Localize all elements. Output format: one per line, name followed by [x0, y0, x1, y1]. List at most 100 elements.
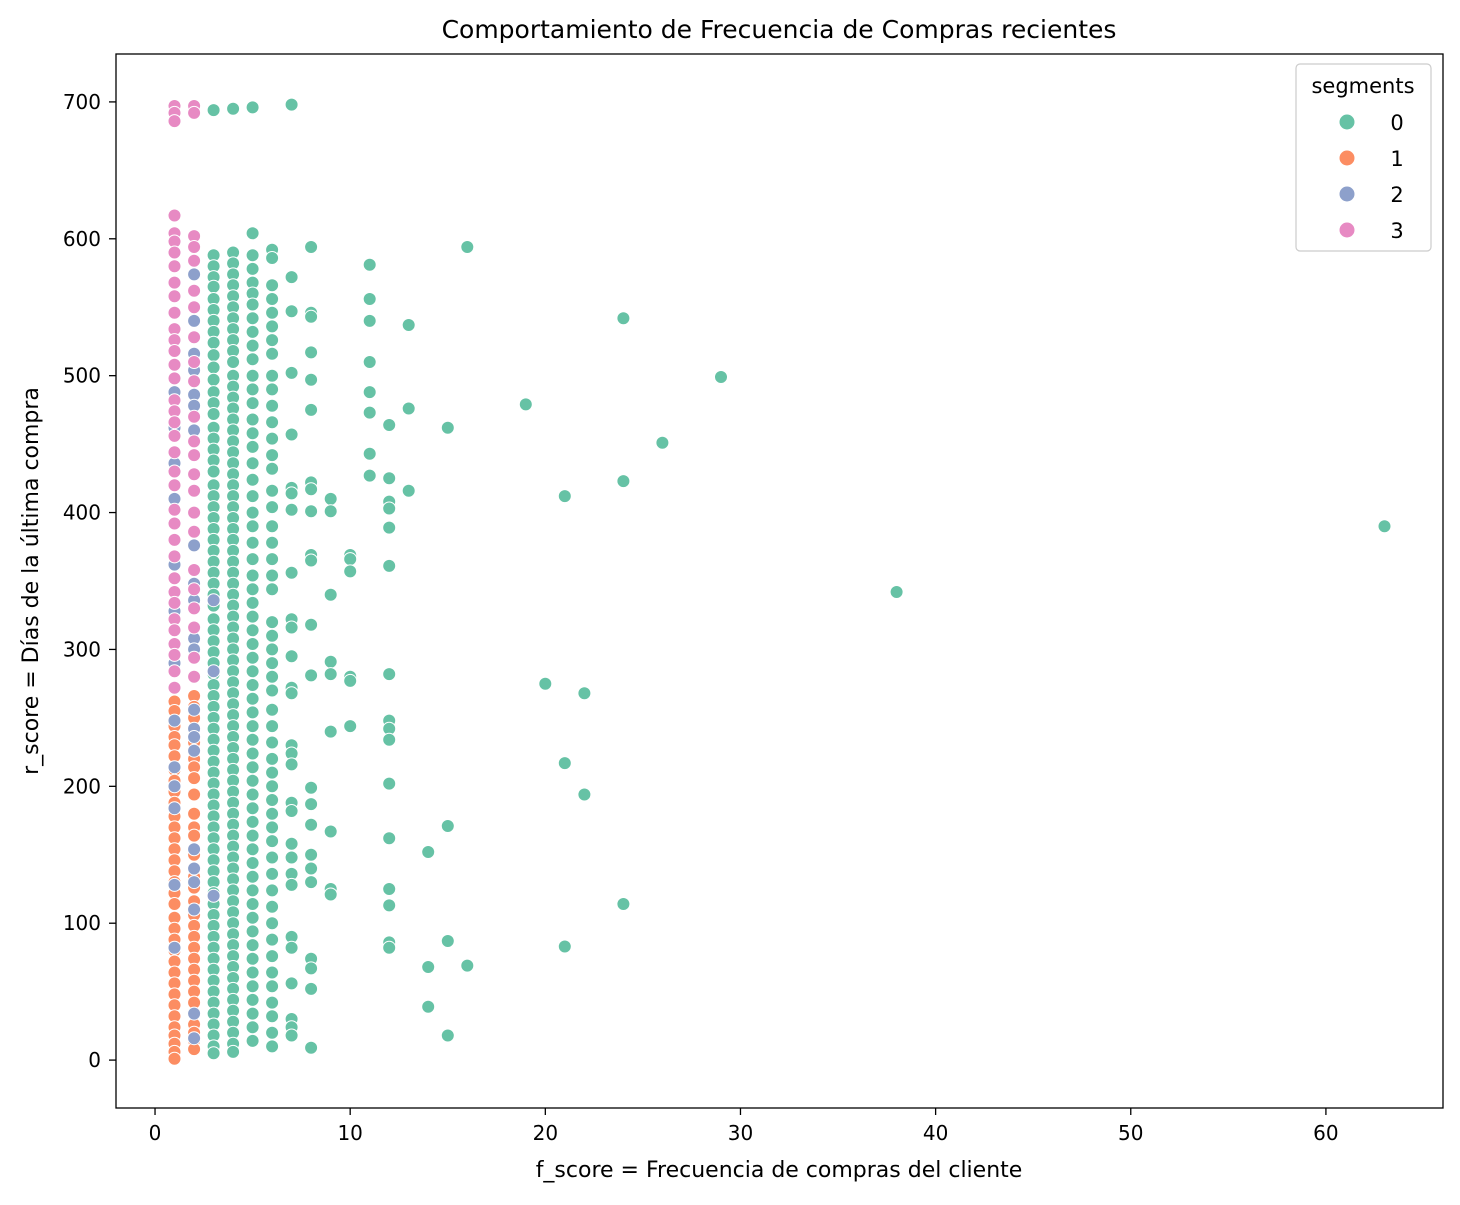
data-point	[245, 650, 260, 665]
data-point	[265, 582, 280, 597]
data-point	[304, 402, 319, 417]
data-point	[245, 787, 260, 802]
data-point	[187, 902, 202, 917]
data-point	[245, 719, 260, 734]
data-point	[245, 226, 260, 241]
data-point	[284, 757, 299, 772]
data-point	[382, 520, 397, 535]
legend-box	[1295, 63, 1432, 252]
data-point	[187, 524, 202, 539]
data-point	[382, 940, 397, 955]
data-point	[245, 801, 260, 816]
data-point	[421, 960, 436, 974]
data-point	[167, 478, 182, 493]
data-point	[245, 979, 260, 994]
data-point	[557, 939, 572, 954]
data-point	[401, 483, 416, 498]
data-point	[577, 787, 592, 802]
legend-title: segments	[1311, 74, 1414, 98]
y-tick-label: 100	[63, 911, 101, 935]
data-point	[343, 552, 358, 567]
data-point	[245, 595, 260, 610]
data-point	[265, 519, 280, 534]
data-point	[167, 516, 182, 531]
data-point	[304, 617, 319, 632]
data-point	[167, 779, 182, 794]
legend-marker	[1338, 185, 1356, 203]
data-point	[187, 448, 202, 463]
data-point	[187, 434, 202, 449]
data-point	[265, 305, 280, 320]
data-point	[187, 601, 202, 616]
data-point	[245, 842, 260, 857]
data-point	[284, 976, 299, 991]
data-point	[284, 270, 299, 285]
data-point	[421, 845, 436, 859]
data-point	[167, 532, 182, 547]
data-point	[440, 934, 455, 948]
data-point	[265, 483, 280, 498]
data-point	[167, 371, 182, 386]
data-point	[265, 834, 280, 849]
data-point	[187, 538, 202, 553]
data-point	[382, 776, 397, 791]
data-point	[206, 348, 221, 363]
data-point	[245, 248, 260, 263]
data-point	[245, 412, 260, 427]
data-point	[265, 656, 280, 671]
data-point	[382, 471, 397, 486]
data-point	[304, 780, 319, 795]
data-point	[284, 686, 299, 701]
data-point	[401, 318, 416, 332]
data-point	[245, 1006, 260, 1021]
data-point	[245, 924, 260, 939]
data-point	[206, 407, 221, 421]
data-point	[460, 240, 475, 254]
data-point	[187, 313, 202, 328]
y-tick-label: 0	[88, 1048, 101, 1072]
data-point	[362, 257, 377, 272]
data-point	[304, 847, 319, 862]
data-point	[245, 261, 260, 276]
data-point	[245, 456, 260, 471]
data-point	[245, 552, 260, 567]
data-point	[323, 491, 338, 506]
data-point	[167, 275, 182, 290]
data-point	[284, 804, 299, 818]
data-point	[284, 836, 299, 851]
data-point	[265, 500, 280, 515]
data-point	[167, 1051, 182, 1066]
data-point	[187, 253, 202, 268]
data-point	[245, 773, 260, 788]
data-point	[382, 558, 397, 573]
data-point	[284, 304, 299, 319]
data-point	[284, 877, 299, 892]
data-point	[265, 568, 280, 583]
data-point	[284, 620, 299, 635]
data-point	[362, 468, 377, 483]
data-point	[265, 793, 280, 807]
data-point	[167, 760, 182, 775]
data-point	[265, 448, 280, 463]
data-point	[284, 940, 299, 955]
data-point	[714, 370, 728, 384]
legend-marker	[1338, 149, 1356, 167]
data-point	[265, 883, 280, 898]
data-point	[245, 691, 260, 706]
data-point	[304, 861, 319, 876]
data-point	[304, 309, 319, 324]
data-point	[245, 705, 260, 720]
data-point	[323, 887, 338, 902]
legend-items: 0 1 2 3	[1338, 111, 1404, 243]
x-tick-label: 20	[533, 1121, 558, 1145]
data-point	[323, 504, 338, 519]
data-point	[167, 897, 182, 911]
data-point	[167, 464, 182, 479]
data-point	[284, 486, 299, 501]
data-point	[187, 620, 202, 635]
data-point	[206, 103, 221, 118]
data-point	[245, 732, 260, 747]
data-point	[265, 669, 280, 684]
data-point	[245, 678, 260, 692]
